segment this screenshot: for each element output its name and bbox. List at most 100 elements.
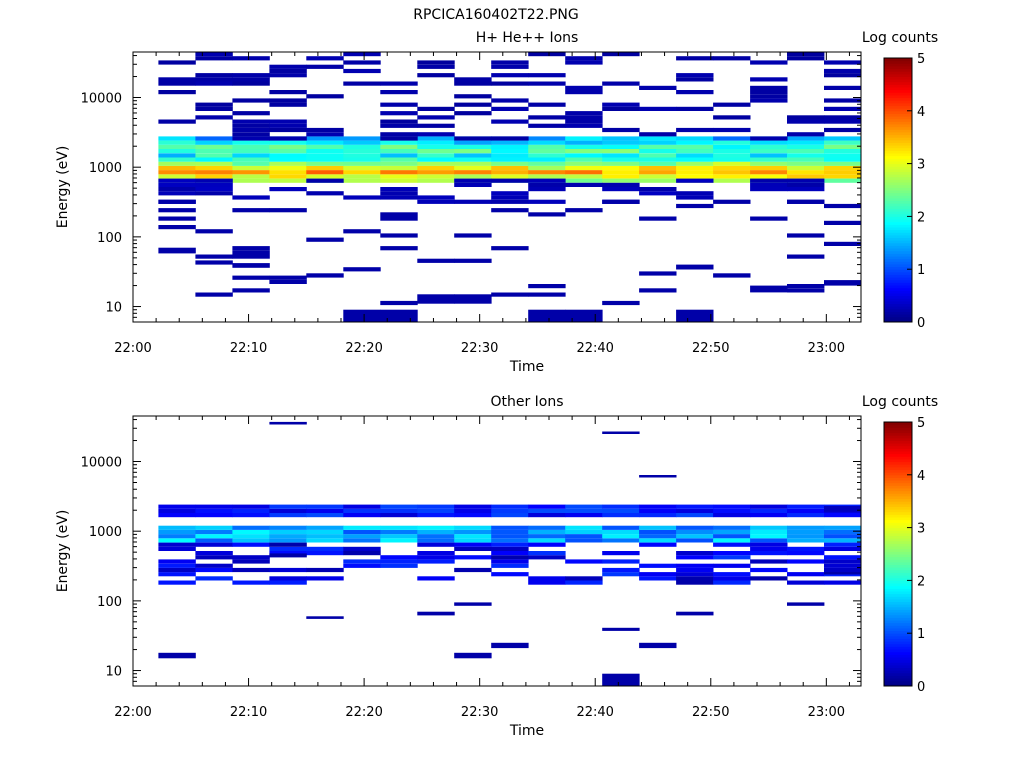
spectrogram-cell: [454, 161, 492, 166]
spectrogram-cell: [232, 77, 270, 82]
spectrogram-cell: [824, 149, 861, 154]
spectrogram-cells: [158, 52, 861, 322]
spectrogram-cell: [528, 140, 566, 145]
spectrogram-cell: [565, 182, 603, 187]
y-tick-label: 10: [105, 301, 122, 316]
spectrogram-cell: [195, 157, 233, 162]
spectrogram-cell: [232, 195, 270, 200]
spectrogram-cell: [454, 567, 492, 573]
spectrogram-cell: [639, 144, 677, 149]
spectrogram-cell: [565, 56, 603, 61]
x-tick-label: 22:50: [692, 341, 729, 356]
spectrogram-cell: [269, 149, 307, 154]
colorbar-step: [884, 625, 912, 629]
spectrogram-cell: [380, 140, 418, 145]
spectrogram-cell: [454, 170, 492, 175]
spectrogram-cell: [417, 157, 455, 162]
spectrogram-cell: [269, 551, 307, 556]
spectrogram-cell: [417, 513, 455, 518]
spectrogram-cell: [232, 119, 270, 124]
spectrogram-cell: [343, 551, 381, 556]
spectrogram-cell: [491, 178, 529, 183]
spectrogram-cell: [528, 182, 566, 187]
colorbar-step: [884, 469, 912, 473]
spectrogram-cell: [306, 94, 344, 99]
spectrogram-cell: [232, 529, 270, 535]
spectrogram-cell: [195, 81, 233, 86]
spectrogram-cell: [491, 546, 529, 551]
spectrogram-cell: [824, 529, 861, 535]
spectrogram-cell: [787, 572, 825, 577]
spectrogram-cell: [676, 508, 714, 513]
spectrogram-cell: [269, 542, 307, 547]
spectrogram-cell: [232, 525, 270, 530]
spectrogram-cell: [750, 187, 788, 192]
spectrogram-cell: [195, 191, 233, 196]
colorbar-step: [884, 94, 912, 99]
colorbar-tick-label: 2: [917, 210, 925, 225]
colorbar-step: [884, 277, 912, 281]
colorbar-step: [884, 620, 912, 624]
colorbar-step: [884, 234, 912, 239]
spectrogram-cell: [824, 115, 861, 120]
spectrogram-cell: [787, 149, 825, 154]
colorbar-label: Log counts: [862, 394, 938, 410]
spectrogram-cell: [676, 127, 714, 133]
spectrogram-cell: [713, 534, 751, 539]
spectrogram-cell: [750, 153, 788, 158]
spectrogram-cell: [528, 576, 566, 581]
spectrogram-cell: [158, 529, 196, 535]
colorbar-step: [884, 311, 912, 315]
colorbar-step: [884, 517, 912, 521]
x-tick-label: 23:00: [808, 705, 845, 720]
y-tick-label: 10000: [81, 456, 122, 471]
colorbar-step: [884, 559, 912, 563]
spectrogram-cell: [343, 309, 381, 322]
spectrogram-cell: [232, 288, 270, 293]
spectrogram-cell: [491, 140, 529, 145]
spectrogram-cell: [676, 140, 714, 145]
spectrogram-cell: [158, 157, 196, 162]
colorbar-step: [884, 485, 912, 489]
y-tick-label: 10000: [81, 92, 122, 107]
colorbar-tick-label: 5: [917, 52, 925, 67]
spectrogram-cell: [824, 241, 861, 246]
spectrogram-cell: [787, 525, 825, 530]
spectrogram-cell: [713, 576, 751, 581]
spectrogram-cell: [454, 178, 492, 183]
spectrogram-cell: [232, 275, 270, 280]
colorbar-step: [884, 593, 912, 597]
spectrogram-cell: [195, 161, 233, 166]
spectrogram-cell: [528, 309, 566, 322]
spectrogram-cell: [269, 153, 307, 158]
spectrogram-cell: [380, 81, 418, 86]
colorbar-step: [884, 271, 912, 275]
spectrogram-cell: [417, 140, 455, 145]
colorbar-step: [884, 197, 912, 202]
spectrogram-cell: [232, 513, 270, 518]
spectrogram-cell: [269, 421, 307, 425]
spectrogram-cell: [232, 73, 270, 78]
colorbar-step: [884, 237, 912, 241]
spectrogram-cell: [195, 254, 233, 259]
spectrogram-cell: [824, 525, 861, 530]
spectrogram-cell: [343, 157, 381, 162]
spectrogram-cell: [639, 642, 677, 649]
colorbar-tick-label: 1: [917, 627, 925, 642]
spectrogram-cell: [269, 90, 307, 95]
spectrogram-cell: [750, 94, 788, 99]
spectrogram-cell: [824, 106, 861, 111]
colorbar-step: [884, 256, 912, 260]
colorbar-step: [884, 242, 912, 246]
colorbar-step: [884, 168, 912, 173]
spectrogram-cell: [565, 559, 603, 564]
spectrogram-cell: [713, 513, 751, 518]
spectrogram-cell: [158, 563, 196, 568]
spectrogram-cell: [195, 576, 233, 581]
spectrogram-cell: [787, 157, 825, 162]
colorbar-step: [884, 440, 912, 444]
spectrogram-cell: [676, 191, 714, 196]
spectrogram-cell: [158, 136, 196, 141]
colorbar-step: [884, 651, 912, 655]
spectrogram-cell: [528, 102, 566, 107]
